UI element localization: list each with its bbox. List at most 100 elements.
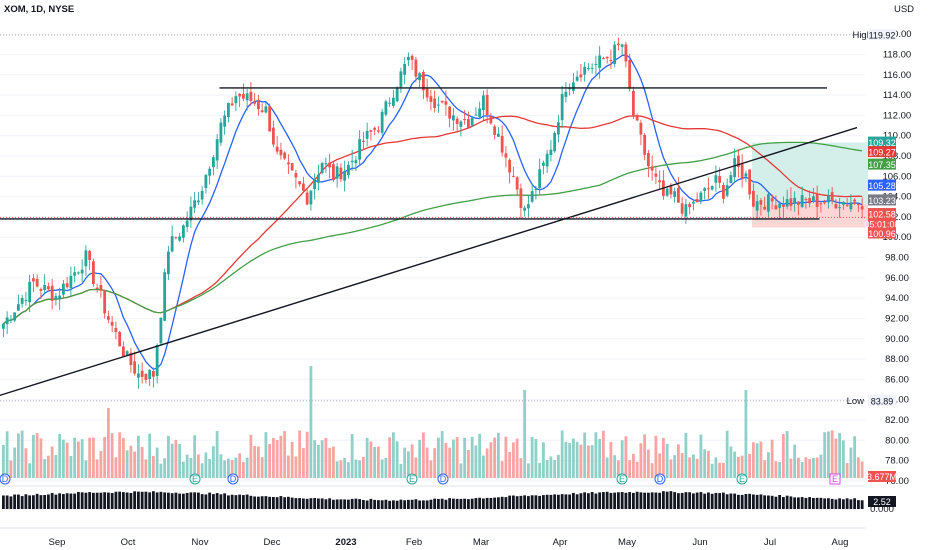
osc-value: 2.52 [873,497,891,507]
candle-body [789,198,793,207]
event-label: E [409,474,415,484]
volume-bar [47,455,50,478]
osc-bar [500,496,504,509]
candle-body [50,285,54,301]
osc-bar [264,496,268,509]
osc-bar [313,498,317,509]
candle-body [759,200,763,205]
volume-bar [305,431,309,478]
osc-bar [523,495,527,509]
osc-bar [560,494,564,509]
osc-bar [77,491,80,509]
osc-bar [122,492,125,509]
osc-bar [579,493,583,509]
volume-bar [77,441,80,478]
osc-bar [238,494,242,509]
volume-bar [523,390,527,478]
candle-body [684,204,688,217]
low-label: Low [847,396,865,407]
volume-bar [418,439,422,478]
volume-bar [504,436,508,478]
osc-bar [133,491,137,509]
candle-body [504,153,508,158]
candle-body [785,199,789,207]
volume-bar [32,434,35,478]
candle-body [752,190,755,207]
osc-bar [628,492,632,509]
volume-bar [740,455,744,478]
osc-bar [639,492,643,509]
volume-bar [399,463,403,478]
osc-bar [737,494,740,509]
candle-body [24,299,28,301]
candle-body [860,206,864,210]
volume-bar [594,432,598,478]
candle-body [549,149,553,156]
volume-bar [129,445,133,478]
volume-bar [707,450,710,478]
volume-bar [590,445,594,478]
osc-bar [200,494,204,509]
osc-bar [695,492,699,509]
osc-bar [673,492,677,509]
candle-body [827,195,830,203]
osc-bar [650,492,654,509]
osc-bar [763,495,767,509]
osc-bar [568,494,572,509]
osc-bar [144,491,148,509]
volume-bar [234,457,238,478]
volume-bar [860,461,864,478]
volume-bar [497,432,500,478]
trend-line [0,126,858,397]
osc-bar [185,492,189,509]
osc-bar [227,495,230,509]
osc-bar [125,492,129,509]
volume-bar [73,437,77,478]
candle-body [407,56,410,61]
osc-bar [463,498,467,509]
candle-body [500,135,504,153]
osc-bar [174,492,178,509]
osc-bar [410,499,414,509]
price-tick: 80.00 [885,435,909,446]
candle-body [373,127,377,130]
osc-bar [80,492,84,509]
volume-bar [287,455,290,478]
candle-body [639,122,643,135]
candle-body [474,114,478,116]
volume-bar [20,430,24,478]
candle-body [725,185,729,196]
osc-bar [159,491,163,509]
volume-bar [283,431,287,478]
sma_long-price-text: 107.35 [868,160,896,170]
osc-bar [152,491,155,509]
candle-body [272,127,275,145]
candle-body [478,108,482,118]
volume-bar [290,441,294,478]
candle-body [118,331,122,347]
candle-body [95,287,99,289]
volume-bar [553,459,557,478]
volume-bar [482,455,485,478]
osc-bar [2,495,5,509]
candle-body [395,87,399,102]
event-label: D [230,474,237,484]
osc-bar [163,492,167,509]
price-tick: 94.00 [885,293,909,304]
volume-bar [530,436,534,478]
osc-bar [572,492,575,509]
candle-body [13,312,17,321]
volume-bar [635,461,639,478]
volume-bar [388,437,392,478]
candle-body [174,237,178,239]
volume-bar [710,463,714,478]
price-axis [868,0,932,550]
osc-bar [140,491,144,509]
candle-body [47,286,50,290]
osc-bar [800,497,804,509]
candle-body [182,225,185,238]
osc-bar [350,498,354,509]
osc-bar [178,493,182,509]
candle-body [320,162,324,173]
